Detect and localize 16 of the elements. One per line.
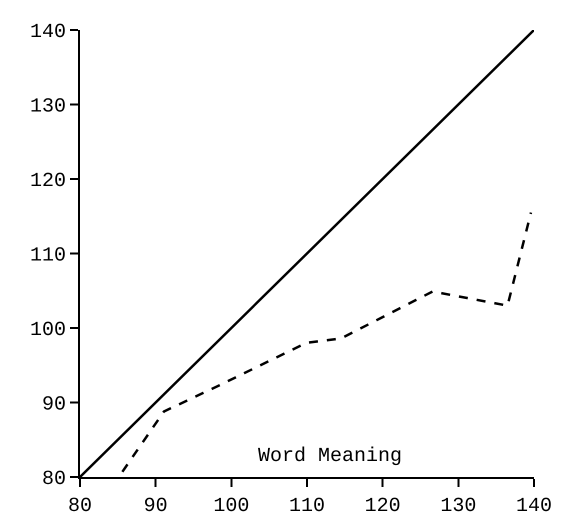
line-series — [121, 211, 532, 474]
x-tick-label: 110 — [288, 495, 326, 518]
y-tick-label: 80 — [42, 468, 66, 491]
x-tick-label: 130 — [440, 495, 476, 518]
x-tick-label: 90 — [144, 495, 168, 518]
y-tick-label: 110 — [30, 244, 66, 268]
y-tick-label: 130 — [30, 96, 66, 118]
y-tick-label: 90 — [42, 394, 66, 416]
y-tick-label: 140 — [30, 21, 66, 44]
y-tick-label: 100 — [30, 319, 66, 342]
y-tick-label: 120 — [30, 170, 66, 193]
x-tick-label: 100 — [213, 495, 250, 518]
x-tick-label: 120 — [364, 495, 401, 518]
x-tick-label: 140 — [516, 495, 552, 518]
x-axis-title: Word Meaning — [258, 445, 402, 468]
x-tick-label: 80 — [68, 495, 92, 518]
